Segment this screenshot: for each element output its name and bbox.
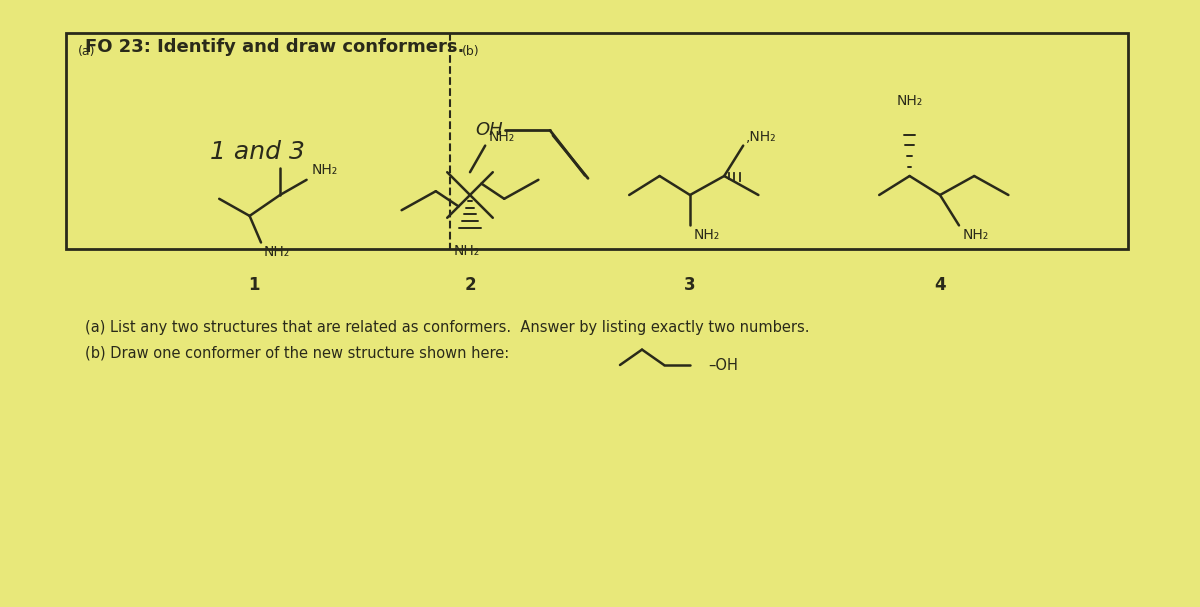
Text: NH₂: NH₂ (896, 93, 923, 107)
Text: –OH: –OH (708, 359, 738, 373)
Text: ,NH₂: ,NH₂ (746, 130, 776, 144)
Bar (66, 33, 1128, 249)
Text: 1 and 3: 1 and 3 (210, 140, 305, 164)
Text: NH₂: NH₂ (694, 228, 720, 242)
Text: 4: 4 (934, 276, 946, 294)
Text: 2: 2 (464, 276, 476, 294)
Text: (b) Draw one conformer of the new structure shown here:: (b) Draw one conformer of the new struct… (85, 345, 509, 360)
Text: (a) List any two structures that are related as conformers.  Answer by listing e: (a) List any two structures that are rel… (85, 320, 810, 335)
Text: FO 23: Identify and draw conformers.: FO 23: Identify and draw conformers. (85, 38, 464, 56)
Text: 3: 3 (684, 276, 696, 294)
Text: 1: 1 (248, 276, 259, 294)
Text: NH₂: NH₂ (964, 228, 989, 242)
Text: (a): (a) (78, 46, 96, 58)
Text: (b): (b) (462, 46, 480, 58)
Text: NH₂: NH₂ (264, 245, 290, 259)
Text: NH₂: NH₂ (454, 245, 480, 259)
Text: NH₂: NH₂ (488, 130, 515, 144)
Text: NH₂: NH₂ (312, 163, 338, 177)
Text: OH: OH (475, 121, 503, 140)
